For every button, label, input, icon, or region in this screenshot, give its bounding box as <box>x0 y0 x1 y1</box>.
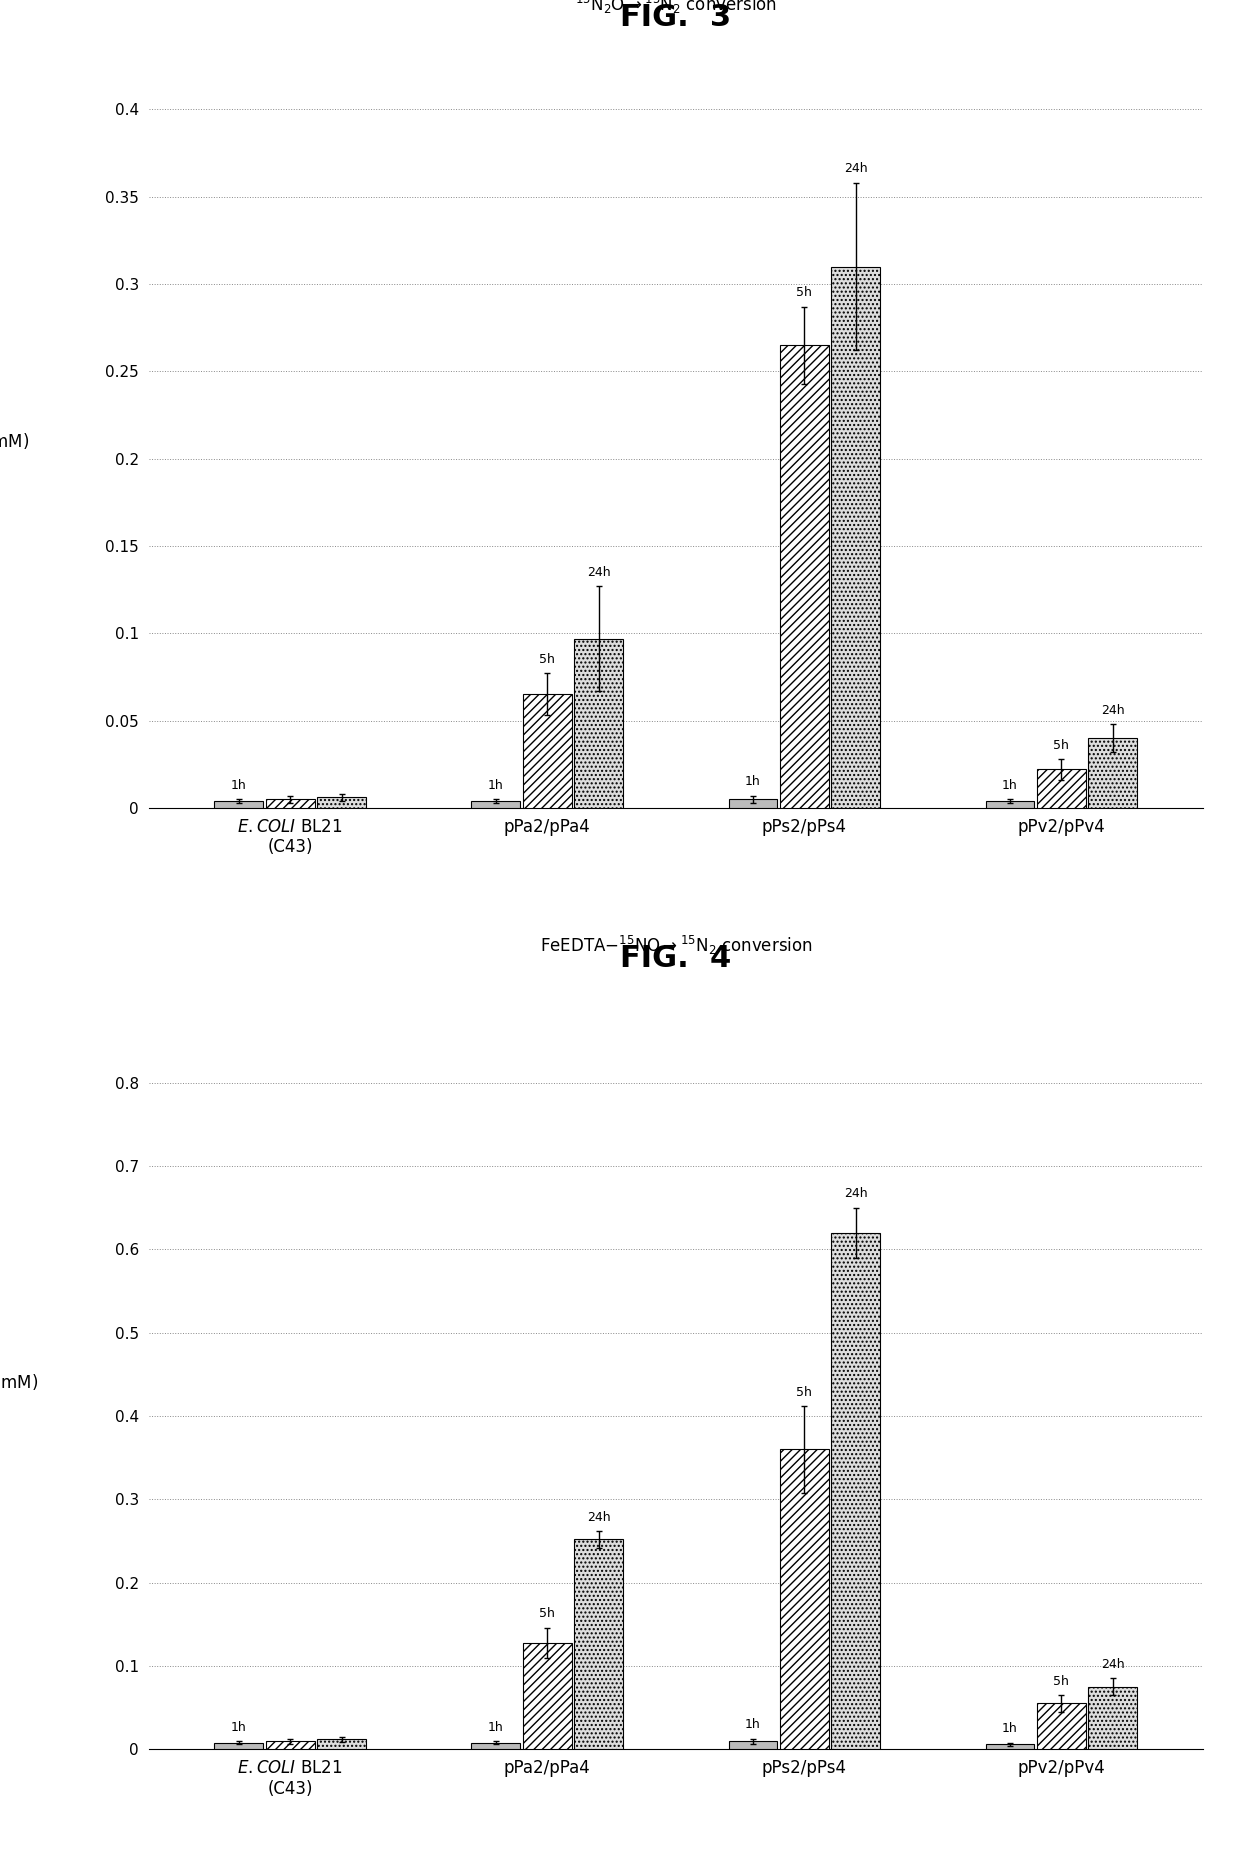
Text: 1h: 1h <box>231 1721 247 1734</box>
Text: 24h: 24h <box>1101 1658 1125 1671</box>
Bar <box>317 798 366 808</box>
Text: 24h: 24h <box>587 1511 610 1524</box>
Text: 1h: 1h <box>231 780 247 791</box>
Bar <box>780 344 828 808</box>
Bar <box>986 800 1034 808</box>
Text: 1h: 1h <box>745 1718 761 1731</box>
Title: FIG.  3: FIG. 3 <box>620 4 732 32</box>
Bar <box>574 1539 624 1749</box>
Bar <box>986 1744 1034 1749</box>
Bar <box>1037 1703 1086 1749</box>
Bar <box>265 1742 315 1749</box>
Text: 5h: 5h <box>539 1608 556 1621</box>
Bar <box>831 266 880 808</box>
Bar <box>729 798 777 808</box>
Bar <box>1089 1686 1137 1749</box>
Text: 1h: 1h <box>1002 780 1018 791</box>
Text: $^{15}$N$_2$O$\rightarrow$$^{15}$N$_2$ conversion: $^{15}$N$_2$O$\rightarrow$$^{15}$N$_2$ c… <box>575 0 776 15</box>
Text: 5h: 5h <box>796 287 812 300</box>
Text: 1h: 1h <box>1002 1721 1018 1734</box>
Text: 5h: 5h <box>539 653 556 666</box>
Text: 24h: 24h <box>844 1187 868 1200</box>
Y-axis label: $^{15}$N$_2$(mM): $^{15}$N$_2$(mM) <box>0 430 29 452</box>
Bar <box>471 1742 521 1749</box>
Bar <box>215 1742 263 1749</box>
Bar <box>471 800 521 808</box>
Text: 5h: 5h <box>796 1386 812 1399</box>
Bar <box>215 800 263 808</box>
Text: 1h: 1h <box>745 776 761 789</box>
Text: FeEDTA$-$$^{15}$NO$\rightarrow$$^{15}$N$_2$ conversion: FeEDTA$-$$^{15}$NO$\rightarrow$$^{15}$N$… <box>539 934 812 957</box>
Text: 24h: 24h <box>587 566 610 579</box>
Bar <box>265 798 315 808</box>
Title: FIG.  4: FIG. 4 <box>620 944 732 973</box>
Bar <box>1089 739 1137 808</box>
Bar <box>1037 769 1086 808</box>
Text: 5h: 5h <box>1054 1675 1069 1688</box>
Bar <box>317 1740 366 1749</box>
Text: 5h: 5h <box>1054 739 1069 752</box>
Y-axis label: $^{15}$N$_2$(mM): $^{15}$N$_2$(mM) <box>0 1372 38 1394</box>
Bar <box>574 638 624 808</box>
Bar <box>729 1742 777 1749</box>
Text: 24h: 24h <box>844 162 868 175</box>
Bar <box>780 1450 828 1749</box>
Bar <box>523 1643 572 1749</box>
Text: 24h: 24h <box>1101 703 1125 716</box>
Text: 1h: 1h <box>489 780 503 791</box>
Bar <box>831 1232 880 1749</box>
Bar <box>523 694 572 808</box>
Text: 1h: 1h <box>489 1721 503 1734</box>
